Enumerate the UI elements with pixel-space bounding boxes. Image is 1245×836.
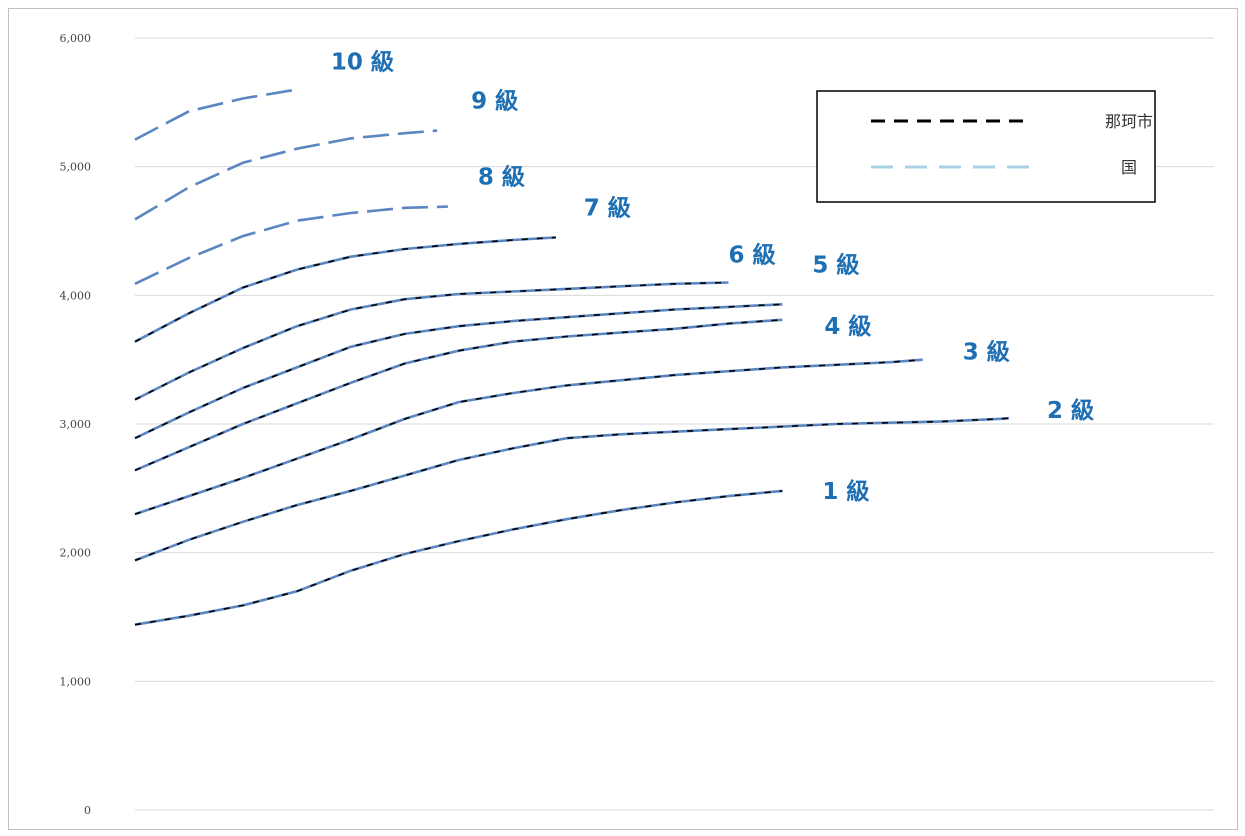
- series-label-6: 6 級: [729, 242, 776, 269]
- gridlines: [135, 37, 1214, 811]
- series-lines: [134, 88, 1010, 626]
- series-line-national-9: [134, 129, 438, 221]
- legend-label-city: 那珂市: [1105, 112, 1153, 131]
- y-axis: 0 1,000 2,000 3,000 4,000 5,000 6,000: [60, 32, 92, 817]
- y-tick-label: 0: [84, 804, 91, 817]
- series-label-5: 5 級: [812, 251, 859, 278]
- series-label-2: 2 級: [1047, 397, 1094, 424]
- series-label-8: 8 級: [478, 164, 525, 191]
- series-label-1: 1 級: [822, 478, 869, 505]
- series-line-national-4: [134, 318, 783, 472]
- series-line-national-1: [134, 489, 783, 626]
- series-line-national-2: [134, 416, 1010, 562]
- series-line-city-1: [134, 490, 783, 626]
- series-line-city-7: [134, 236, 556, 343]
- series-line-national-8: [134, 205, 448, 285]
- legend-label-national: 国: [1121, 158, 1137, 177]
- chart-frame: 0 1,000 2,000 3,000 4,000 5,000 6,000 1 級 2 級 3 …: [8, 8, 1238, 830]
- y-tick-label: 4,000: [60, 289, 92, 302]
- series-line-national-10: [134, 88, 298, 141]
- y-tick-label: 5,000: [60, 161, 92, 174]
- series-labels: 1 級 2 級 3 級 4 級 5 級 6 級 7 級 8 級 9 級 10 級: [331, 49, 1094, 505]
- series-line-city-4: [134, 319, 783, 472]
- series-line-city-6: [134, 281, 729, 401]
- series-label-9: 9 級: [471, 88, 518, 115]
- y-tick-label: 6,000: [60, 32, 92, 45]
- series-line-city-3: [134, 358, 923, 515]
- series-line-city-2: [134, 417, 1010, 562]
- series-label-10: 10 級: [331, 49, 394, 76]
- series-label-3: 3 級: [963, 339, 1010, 366]
- y-tick-label: 3,000: [60, 418, 92, 431]
- series-label-4: 4 級: [824, 313, 871, 340]
- y-tick-label: 1,000: [60, 675, 92, 688]
- salary-grade-line-chart: 0 1,000 2,000 3,000 4,000 5,000 6,000 1 級 2 級 3 …: [60, 32, 1214, 817]
- series-label-7: 7 級: [584, 194, 631, 221]
- series-line-national-6: [134, 281, 729, 401]
- y-tick-label: 2,000: [60, 547, 92, 560]
- series-line-national-5: [134, 303, 783, 440]
- legend-box: [816, 90, 1156, 203]
- series-line-city-5: [134, 303, 783, 439]
- legend: 那珂市 国: [816, 90, 1156, 203]
